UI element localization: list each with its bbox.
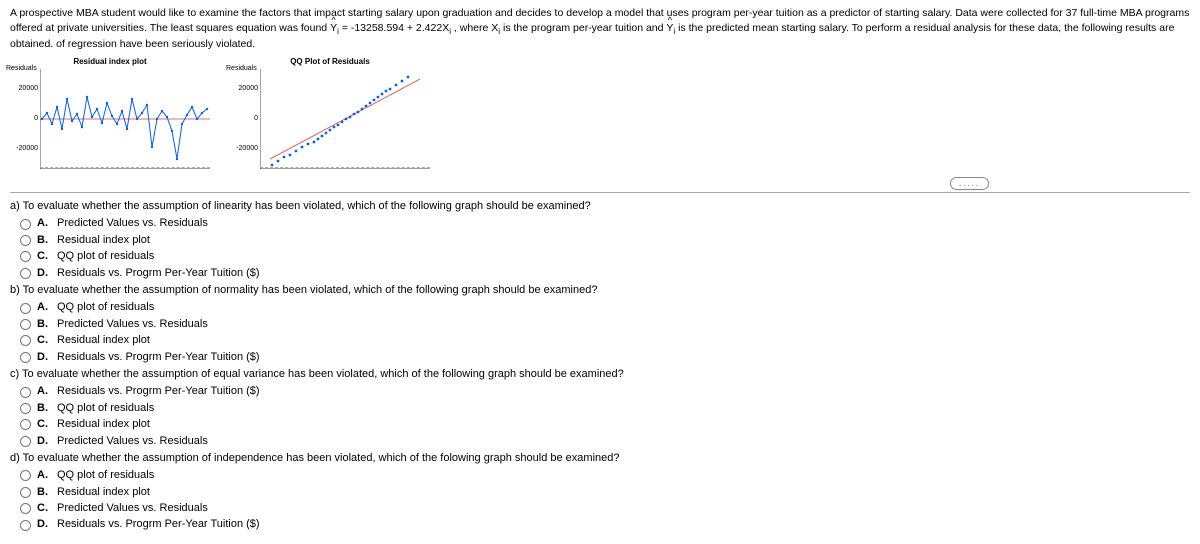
choice-radio[interactable]: [20, 403, 31, 414]
choice-row: C. Predicted Values vs. Residuals: [20, 501, 1190, 516]
choice-letter: C.: [37, 417, 51, 432]
choice-radio[interactable]: [20, 235, 31, 246]
choice-text: Residuals vs. Progrm Per-Year Tuition ($…: [57, 350, 260, 365]
choice-radio[interactable]: [20, 503, 31, 514]
question-prompt: c) To evaluate whether the assumption of…: [10, 367, 1190, 382]
horizontal-rule: [10, 192, 1190, 193]
choice-text: Residuals vs. Progrm Per-Year Tuition ($…: [57, 384, 260, 399]
choice-row: A. Predicted Values vs. Residuals: [20, 216, 1190, 231]
plot-title: Residual index plot: [10, 56, 210, 67]
question-prompt: d) To evaluate whether the assumption of…: [10, 451, 1190, 466]
choice-letter: A.: [37, 300, 51, 315]
choice-text: Residuals vs. Progrm Per-Year Tuition ($…: [57, 517, 260, 532]
choice-letter: B.: [37, 485, 51, 500]
choice-radio[interactable]: [20, 520, 31, 531]
ytick-label: 0: [12, 114, 40, 124]
choice-letter: C.: [37, 333, 51, 348]
plot-title: QQ Plot of Residuals: [230, 56, 430, 67]
residual-index-plot: Residual index plot Residuals 200000-200…: [10, 56, 210, 169]
plot-ylabel: Residuals: [6, 64, 37, 74]
plots-container: Residual index plot Residuals 200000-200…: [10, 56, 1190, 169]
choice-letter: A.: [37, 216, 51, 231]
choice-row: D. Predicted Values vs. Residuals: [20, 434, 1190, 449]
text-segment: is the program per-year tuition and: [503, 22, 666, 34]
choice-row: D. Residuals vs. Progrm Per-Year Tuition …: [20, 266, 1190, 281]
choice-text: Predicted Values vs. Residuals: [57, 317, 208, 332]
choice-letter: B.: [37, 317, 51, 332]
choice-text: Residual index plot: [57, 417, 150, 432]
choice-letter: C.: [37, 501, 51, 516]
choice-text: Residuals vs. Progrm Per-Year Tuition ($…: [57, 266, 260, 281]
choice-radio[interactable]: [20, 319, 31, 330]
choice-radio[interactable]: [20, 487, 31, 498]
choice-row: B. Predicted Values vs. Residuals: [20, 317, 1190, 332]
choice-radio[interactable]: [20, 335, 31, 346]
choice-row: B. Residual index plot: [20, 485, 1190, 500]
choice-radio[interactable]: [20, 303, 31, 314]
choice-radio[interactable]: [20, 470, 31, 481]
ytick-label: 0: [232, 114, 260, 124]
choice-letter: A.: [37, 468, 51, 483]
choice-text: Residual index plot: [57, 485, 150, 500]
choice-radio[interactable]: [20, 419, 31, 430]
choice-text: QQ plot of residuals: [57, 300, 154, 315]
plot-area: 200000-20000: [40, 69, 210, 169]
choice-row: B. QQ plot of residuals: [20, 401, 1190, 416]
choice-row: A. Residuals vs. Progrm Per-Year Tuition …: [20, 384, 1190, 399]
y-hat: Y: [666, 21, 673, 36]
qq-plot: QQ Plot of Residuals Residuals 200000-20…: [230, 56, 430, 169]
choice-radio[interactable]: [20, 219, 31, 230]
choice-text: Predicted Values vs. Residuals: [57, 501, 208, 516]
choice-text: QQ plot of residuals: [57, 249, 154, 264]
choice-letter: D.: [37, 517, 51, 532]
text-segment: , where X: [454, 22, 498, 34]
choice-row: C. Residual index plot: [20, 417, 1190, 432]
choice-text: Predicted Values vs. Residuals: [57, 434, 208, 449]
y-hat: Y: [330, 21, 337, 36]
choice-row: D. Residuals vs. Progrm Per-Year Tuition …: [20, 350, 1190, 365]
ellipsis-badge: .....: [950, 177, 989, 190]
question-prompt: a) To evaluate whether the assumption of…: [10, 199, 1190, 214]
choice-letter: D.: [37, 350, 51, 365]
choice-row: A. QQ plot of residuals: [20, 300, 1190, 315]
choice-text: Residual index plot: [57, 333, 150, 348]
choice-row: C. QQ plot of residuals: [20, 249, 1190, 264]
choice-text: Residual index plot: [57, 233, 150, 248]
plot-svg: [260, 69, 430, 169]
choice-row: D. Residuals vs. Progrm Per-Year Tuition …: [20, 517, 1190, 532]
section-divider: .....: [10, 177, 1190, 190]
choice-letter: D.: [37, 434, 51, 449]
plot-ylabel: Residuals: [226, 64, 257, 74]
choice-text: QQ plot of residuals: [57, 468, 154, 483]
ytick-label: 20000: [232, 84, 260, 94]
ytick-label: -20000: [12, 144, 40, 154]
choice-letter: B.: [37, 233, 51, 248]
plot-area: 200000-20000: [260, 69, 430, 169]
choice-letter: C.: [37, 249, 51, 264]
problem-statement: A prospective MBA student would like to …: [10, 6, 1190, 52]
choice-radio[interactable]: [20, 268, 31, 279]
choice-letter: A.: [37, 384, 51, 399]
choice-row: C. Residual index plot: [20, 333, 1190, 348]
choice-row: A. QQ plot of residuals: [20, 468, 1190, 483]
choice-letter: B.: [37, 401, 51, 416]
choice-radio[interactable]: [20, 352, 31, 363]
choice-text: QQ plot of residuals: [57, 401, 154, 416]
choice-letter: D.: [37, 266, 51, 281]
choice-radio[interactable]: [20, 251, 31, 262]
ytick-label: -20000: [232, 144, 260, 154]
choice-radio[interactable]: [20, 436, 31, 447]
text-segment: = -13258.594 + 2.422X: [342, 22, 449, 34]
questions-container: a) To evaluate whether the assumption of…: [10, 199, 1190, 533]
ytick-label: 20000: [12, 84, 40, 94]
plot-svg: [40, 69, 210, 169]
choice-radio[interactable]: [20, 387, 31, 398]
choice-text: Predicted Values vs. Residuals: [57, 216, 208, 231]
question-prompt: b) To evaluate whether the assumption of…: [10, 283, 1190, 298]
choice-row: B. Residual index plot: [20, 233, 1190, 248]
